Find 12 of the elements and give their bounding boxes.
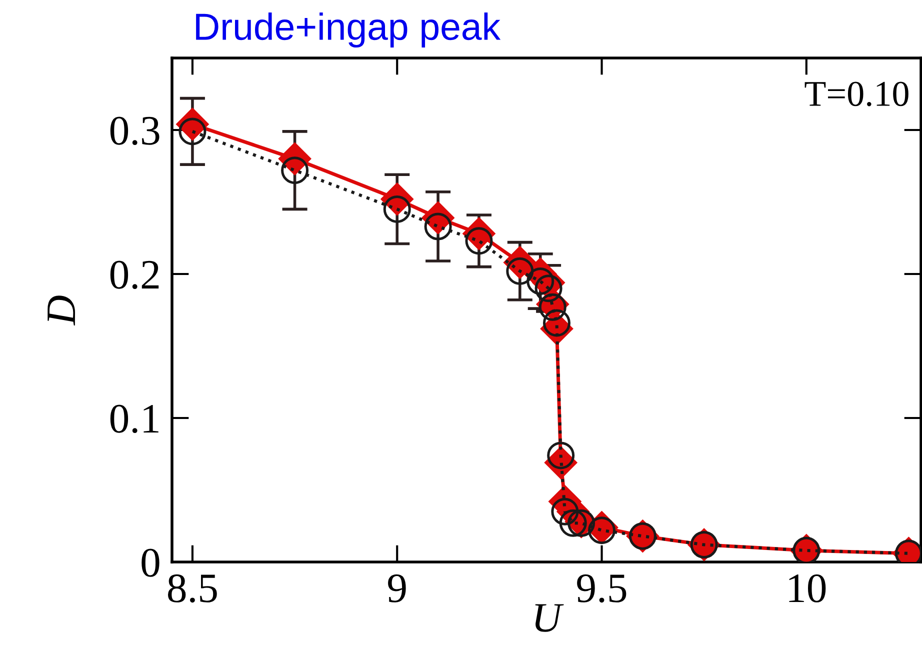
annotation: T=0.10 (804, 82, 908, 106)
y-tick-label: 0.1 (110, 404, 158, 434)
x-tick-label: 8.5 (168, 574, 217, 603)
chart-title: Drude+ingap peak (196, 12, 501, 48)
y-tick-label: 0.2 (110, 260, 159, 290)
x-axis-title: U (535, 604, 564, 632)
x-tick-label: 9.5 (577, 574, 626, 603)
x-tick-label: 9 (388, 574, 406, 602)
y-tick-label: 0.3 (110, 116, 160, 146)
x-tick-label: 10 (789, 574, 826, 602)
y-tick-label: 0 (142, 548, 160, 577)
y-axis-title: D (48, 296, 76, 326)
